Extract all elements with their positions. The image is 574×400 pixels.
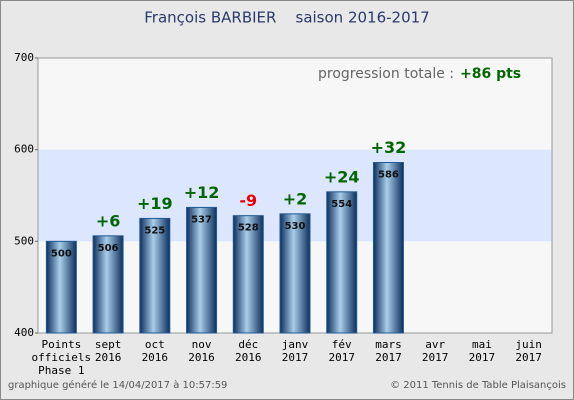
value-label: 537 <box>191 214 212 225</box>
bar <box>92 235 124 334</box>
change-label: -9 <box>239 191 257 210</box>
x-tick-label: déc 2016 <box>235 338 262 364</box>
x-tick-label: avr 2017 <box>422 338 449 364</box>
y-tick-label: 700 <box>14 51 34 64</box>
x-tick-label: Points officiels Phase 1 <box>32 338 92 377</box>
value-label: 506 <box>98 243 119 254</box>
bar <box>372 162 404 334</box>
bar <box>45 240 77 334</box>
value-label: 525 <box>144 225 165 236</box>
bar <box>232 215 264 334</box>
bar <box>186 206 218 334</box>
progression-value: +86 pts <box>460 66 521 82</box>
footer-left: graphique généré le 14/04/2017 à 10:57:5… <box>8 379 227 391</box>
footer-right: © 2011 Tennis de Table Plaisançois <box>390 380 566 391</box>
bar <box>326 191 358 334</box>
x-tick-label: nov 2016 <box>188 338 215 364</box>
y-tick-label: 600 <box>14 143 34 156</box>
x-tick-label: sept 2016 <box>95 338 122 364</box>
value-label: 530 <box>285 221 306 232</box>
y-tick-label: 400 <box>14 326 34 339</box>
value-label: 528 <box>238 223 259 234</box>
value-label: 586 <box>378 170 399 181</box>
x-tick-label: mai 2017 <box>469 338 496 364</box>
change-label: +32 <box>371 138 407 157</box>
change-label: +12 <box>184 183 220 202</box>
change-label: +24 <box>324 167 360 186</box>
x-tick-label: fév 2017 <box>328 338 355 364</box>
bar <box>279 213 311 334</box>
progression-label: progression totale : <box>318 66 454 82</box>
change-label: +19 <box>137 194 173 213</box>
x-tick-label: oct 2016 <box>142 338 169 364</box>
x-tick-label: mars 2017 <box>375 338 402 364</box>
y-tick-label: 500 <box>14 234 34 247</box>
change-label: +2 <box>283 189 308 208</box>
x-tick-label: janv 2017 <box>282 338 309 364</box>
bar <box>139 217 171 334</box>
chart-title: François BARBIER saison 2016-2017 <box>144 9 429 27</box>
x-tick-label: juin 2017 <box>515 338 542 364</box>
value-label: 500 <box>51 248 72 259</box>
value-label: 554 <box>331 199 352 210</box>
change-label: +6 <box>96 211 121 230</box>
